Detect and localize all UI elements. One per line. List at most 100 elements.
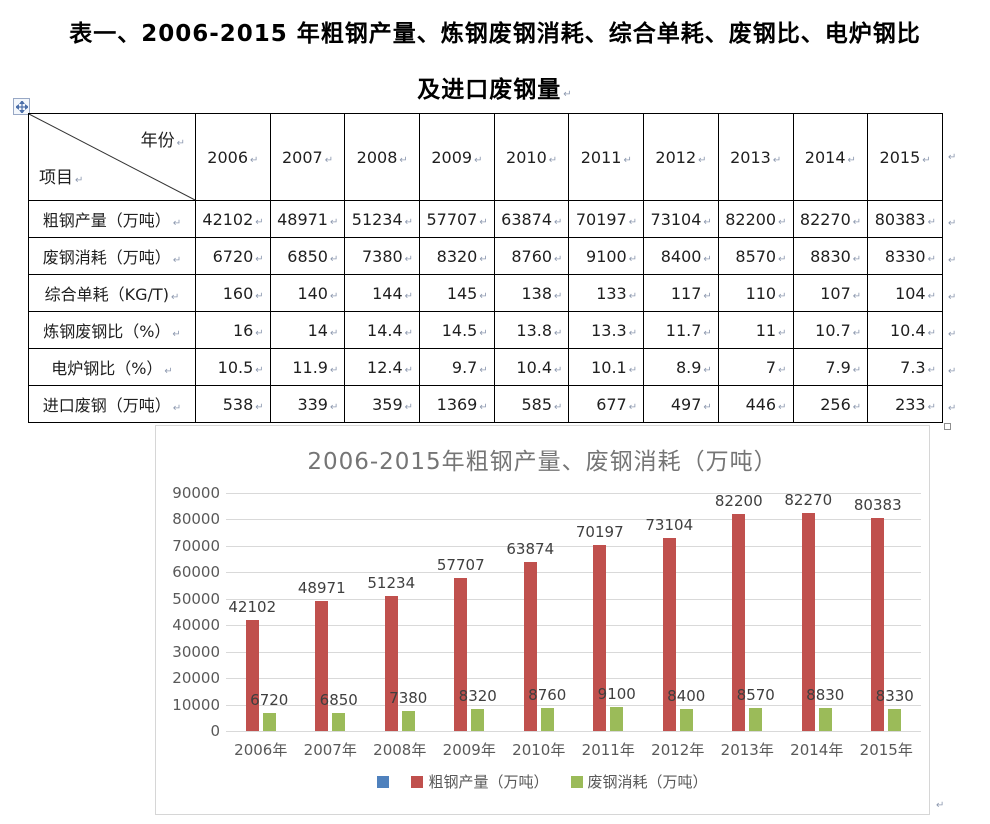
table-row: 炼钢废钢比（%） ↵ 16 ↵ 14 ↵ 14.4 ↵ 14.5 ↵ 13.8 ↵ 13.3 ↵ 11.7 ↵… (28, 311, 943, 349)
bar-crude-steel[interactable] (593, 545, 607, 731)
bar-scrap[interactable] (888, 709, 902, 731)
bar-scrap[interactable] (540, 708, 554, 731)
bar-scrap[interactable] (818, 708, 832, 731)
paragraph-mark: ↵ (399, 154, 408, 166)
cell-value: 7.9 (825, 357, 851, 377)
table-cell: 133 ↵ (568, 274, 645, 312)
row-end-paragraph-mark: ↵ (948, 403, 957, 414)
paragraph-mark: ↵ (852, 401, 862, 413)
paragraph-mark: ↵ (852, 327, 862, 339)
bar-crude-steel[interactable] (871, 518, 885, 731)
cell-value: 133 (596, 283, 627, 303)
paragraph-mark: ↵ (172, 218, 182, 229)
row-label: 粗钢产量（万吨） (42, 211, 171, 230)
cell-value: 8570 (735, 246, 777, 266)
table-cell: 14.5 ↵ (419, 311, 495, 349)
table-cell: 7 ↵ (717, 348, 794, 386)
cell-value: 12.4 (367, 357, 403, 377)
table-cell: 8570 ↵ (717, 237, 794, 275)
paragraph-mark: ↵ (548, 154, 558, 166)
paragraph-mark: ↵ (255, 290, 264, 302)
paragraph-mark: ↵ (628, 327, 638, 339)
bar-value-label: 48971 (297, 579, 346, 597)
legend-item[interactable]: 粗钢产量（万吨） (411, 771, 549, 792)
cell-value: 144 (372, 283, 403, 303)
gridline (226, 572, 921, 574)
paragraph-mark: ↵ (324, 154, 334, 166)
table-cell: 80383 ↵ (867, 200, 943, 238)
paragraph-mark: ↵ (628, 364, 638, 376)
diagonal-divider (29, 114, 195, 200)
bar-crude-steel[interactable] (315, 601, 329, 731)
y-tick-label: 50000 (172, 589, 220, 608)
legend-item[interactable]: 废钢消耗（万吨） (570, 771, 708, 792)
bar-scrap[interactable] (610, 707, 624, 731)
row-label: 进口废钢（万吨） (42, 396, 171, 415)
table-cell: 7.3 ↵ (867, 348, 943, 386)
table-cell: 10.1 ↵ (568, 348, 645, 386)
cell-value: 14 (307, 320, 328, 340)
cell-value: 10.4 (516, 357, 553, 377)
paragraph-mark: ↵ (554, 327, 563, 339)
table-cell: 446 ↵ (717, 385, 794, 423)
paragraph-mark: ↵ (479, 327, 488, 339)
table-cell: 8330 ↵ (867, 237, 943, 275)
paragraph-mark: ↵ (927, 401, 936, 413)
bar-value-label: 73104 (645, 516, 694, 534)
legend-item[interactable] (377, 775, 390, 788)
bar-crude-steel[interactable] (245, 620, 259, 731)
cell-value: 11 (755, 320, 777, 340)
bar-scrap[interactable] (471, 709, 485, 731)
table-cell: 82270 ↵ (792, 200, 869, 238)
x-category-label: 2007年 (303, 741, 357, 759)
table-cell: 12.4 ↵ (344, 348, 421, 386)
bar-value-label: 42102 (228, 598, 277, 616)
year-header-cell: 2012 ↵ (643, 113, 719, 201)
row-end-paragraph-mark: ↵ (948, 329, 957, 340)
bar-crude-steel[interactable] (454, 578, 468, 731)
year-header-label: 2013 (730, 147, 771, 167)
table-cell: 538 ↵ (195, 385, 271, 423)
bar-crude-steel[interactable] (732, 514, 746, 731)
bar-crude-steel[interactable] (662, 538, 676, 731)
bar-scrap[interactable] (332, 713, 346, 731)
corner-year-label: 年份 ↵ (140, 131, 185, 151)
cell-value: 57707 (426, 209, 478, 229)
bar-value-label: 57707 (436, 556, 485, 574)
paragraph-mark: ↵ (922, 154, 931, 166)
bar-value-label: 9100 (597, 685, 636, 703)
bar-scrap[interactable] (401, 711, 415, 731)
embedded-bar-chart[interactable]: 2006-2015年粗钢产量、废钢消耗（万吨） 0 10000 20000 30000… (155, 425, 930, 815)
cell-value: 8830 (810, 246, 851, 266)
cell-value: 73104 (650, 209, 702, 229)
table-cell: 8.9 ↵ (643, 348, 719, 386)
bar-crude-steel[interactable] (523, 562, 537, 731)
paragraph-mark: ↵ (847, 154, 856, 166)
table-cell: 14.4 ↵ (344, 311, 421, 349)
paragraph-mark: ↵ (75, 175, 84, 186)
table-resize-handle[interactable] (944, 423, 951, 430)
paragraph-mark: ↵ (703, 290, 712, 302)
table-cell: 13.3 ↵ (568, 311, 645, 349)
bar-crude-steel[interactable] (801, 513, 815, 731)
bar-scrap[interactable] (749, 708, 763, 731)
paragraph-mark: ↵ (703, 216, 712, 228)
cell-value: 8.9 (675, 357, 702, 377)
paragraph-mark: ↵ (852, 253, 862, 265)
bar-scrap[interactable] (679, 709, 693, 731)
row-label-cell: 进口废钢（万吨） ↵ (28, 385, 196, 423)
bar-scrap[interactable] (262, 713, 276, 731)
cell-value: 51234 (351, 209, 403, 229)
table-move-handle[interactable] (13, 98, 30, 115)
table-cell: 11.9 ↵ (269, 348, 346, 386)
bar-crude-steel[interactable] (384, 596, 398, 731)
move-cross-icon (15, 100, 28, 113)
cell-value: 82270 (799, 209, 851, 229)
cell-value: 359 (372, 394, 403, 414)
paragraph-mark: ↵ (479, 401, 488, 413)
table-cell: 16 ↵ (195, 311, 271, 349)
cell-value: 110 (745, 283, 777, 303)
cell-value: 13.3 (591, 320, 627, 340)
document-title-line1: 表一、2006-2015 年粗钢产量、炼钢废钢消耗、综合单耗、废钢比、电炉钢比 (69, 21, 921, 47)
paragraph-mark: ↵ (329, 253, 339, 265)
